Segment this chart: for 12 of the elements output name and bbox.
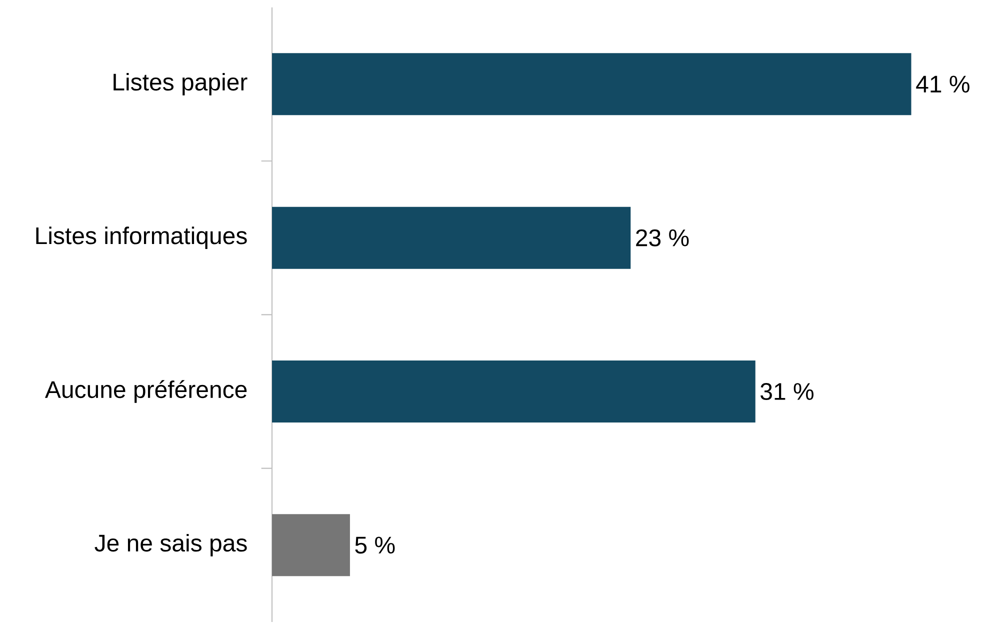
bar [272, 53, 912, 116]
y-tick-label: Listes informatiques [36, 226, 247, 250]
bar [272, 514, 350, 576]
y-tick-label: Aucune préférence [44, 380, 247, 403]
y-tick-label: Listes papier [114, 72, 248, 96]
data-label: 31 % [760, 383, 814, 400]
y-tick-label: Je ne sais pas [94, 534, 247, 556]
data-label: 23 % [636, 229, 689, 246]
bar [272, 206, 631, 269]
data-label: 41 % [916, 76, 970, 93]
bar [272, 360, 756, 423]
data-label: 5 % [355, 536, 395, 554]
